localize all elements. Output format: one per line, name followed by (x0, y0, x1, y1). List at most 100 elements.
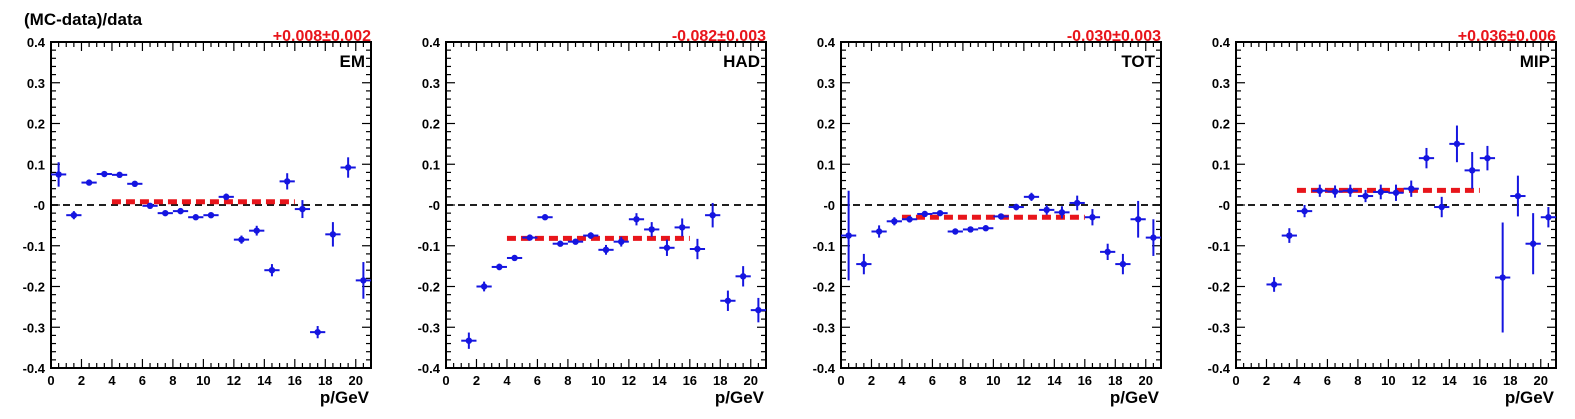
x-tick-label: 14 (257, 373, 272, 388)
panel-label: HAD (723, 52, 760, 71)
data-point (223, 193, 230, 201)
data-point (921, 210, 929, 218)
data-point (952, 228, 959, 235)
y-tick-label: -0.2 (1208, 280, 1230, 295)
data-point (678, 224, 686, 231)
data-point (663, 244, 671, 251)
x-tick-label: 6 (534, 373, 541, 388)
data-point (1286, 232, 1293, 239)
data-points (841, 190, 1161, 281)
y-tick-label: -0 (33, 198, 45, 213)
x-tick-label: 20 (1534, 373, 1548, 388)
data-point (1119, 260, 1127, 268)
data-point (162, 209, 169, 217)
data-point (526, 234, 534, 241)
data-point (1484, 154, 1491, 162)
y-tick-label: -0.3 (23, 320, 45, 335)
data-point (724, 297, 732, 304)
data-point (618, 238, 625, 245)
x-tick-label: 18 (1108, 373, 1122, 388)
y-tick-label: -0 (428, 198, 440, 213)
y-tick-label: -0.4 (418, 361, 441, 376)
data-point (1104, 248, 1111, 256)
data-points (51, 157, 371, 339)
data-point (1316, 187, 1324, 194)
y-tick-label: 0.3 (1212, 76, 1230, 91)
fit-result-label: -0.030±0.003 (1067, 28, 1161, 45)
x-tick-label: 16 (288, 373, 302, 388)
y-tick-label: -0.3 (1208, 320, 1230, 335)
data-point (557, 240, 564, 247)
y-tick-label: 0.1 (422, 157, 440, 172)
data-point (314, 328, 321, 336)
data-point (268, 267, 276, 274)
x-tick-label: 14 (1442, 373, 1457, 388)
data-point (360, 277, 367, 284)
data-points (461, 202, 766, 349)
panel-tot: -0.4 -0.3 -0.2 -0.1 -0 0.1 0.2 0.3 0.4 0 2 4 6 8 10 12 1… (813, 28, 1162, 407)
y-tick-label: 0.1 (27, 157, 45, 172)
x-tick-label: 20 (1139, 373, 1153, 388)
x-tick-label: 12 (1412, 373, 1426, 388)
y-tick-label: 0.1 (817, 157, 835, 172)
data-point (694, 245, 701, 253)
data-point (997, 213, 1005, 220)
data-point (1089, 214, 1096, 221)
data-point (709, 211, 716, 219)
y-tick-label: -0.1 (1208, 239, 1230, 254)
x-tick-label: 20 (744, 373, 758, 388)
y-tick-label: 0.4 (1212, 35, 1231, 50)
data-point (55, 171, 62, 178)
y-tick-label: 0.2 (817, 117, 835, 132)
data-point (1134, 216, 1142, 223)
data-point (238, 236, 245, 243)
data-point (1392, 189, 1400, 196)
y-tick-label: -0.3 (813, 320, 835, 335)
y-tick-label: 0.2 (422, 117, 440, 132)
data-point (845, 232, 852, 239)
y-tick-label: -0.2 (813, 280, 835, 295)
x-tick-label: 16 (1473, 373, 1487, 388)
data-point (967, 226, 974, 233)
x-axis-label: p/GeV (1505, 388, 1555, 407)
x-tick-label: 0 (1232, 373, 1239, 388)
data-point (648, 226, 655, 233)
data-point (572, 238, 579, 245)
y-axis-label: (MC-data)/data (24, 10, 143, 29)
data-point (283, 178, 291, 185)
data-point (875, 228, 883, 235)
y-tick-label: -0.4 (1208, 361, 1231, 376)
data-point (1058, 209, 1066, 216)
data-point (633, 216, 640, 223)
data-point (1013, 203, 1020, 211)
x-tick-label: 16 (1078, 373, 1092, 388)
x-tick-label: 4 (503, 373, 511, 388)
data-point (511, 254, 518, 262)
data-point (1438, 203, 1445, 211)
data-point (329, 231, 337, 238)
x-tick-label: 10 (196, 373, 210, 388)
y-tick-label: -0 (1218, 198, 1230, 213)
y-tick-label: -0.4 (813, 361, 836, 376)
data-point (1499, 274, 1506, 281)
x-tick-label: 14 (652, 373, 667, 388)
x-tick-label: 16 (683, 373, 697, 388)
data-point (860, 260, 868, 268)
data-point (1301, 207, 1308, 215)
y-tick-label: 0.4 (817, 35, 836, 50)
x-tick-label: 12 (227, 373, 241, 388)
y-tick-label: -0.2 (418, 280, 440, 295)
y-tick-label: 0.2 (27, 117, 45, 132)
y-tick-label: -0.2 (23, 280, 45, 295)
data-point (936, 209, 944, 217)
x-tick-label: 6 (139, 373, 146, 388)
x-tick-label: 18 (1503, 373, 1517, 388)
x-axis-label: p/GeV (1110, 388, 1160, 407)
x-tick-label: 4 (1293, 373, 1301, 388)
y-tick-label: -0 (823, 198, 835, 213)
x-tick-label: 8 (169, 373, 176, 388)
data-point (1362, 192, 1369, 200)
y-tick-label: 0.1 (1212, 157, 1230, 172)
x-tick-label: 2 (1263, 373, 1270, 388)
y-tick-label: -0.4 (23, 361, 46, 376)
